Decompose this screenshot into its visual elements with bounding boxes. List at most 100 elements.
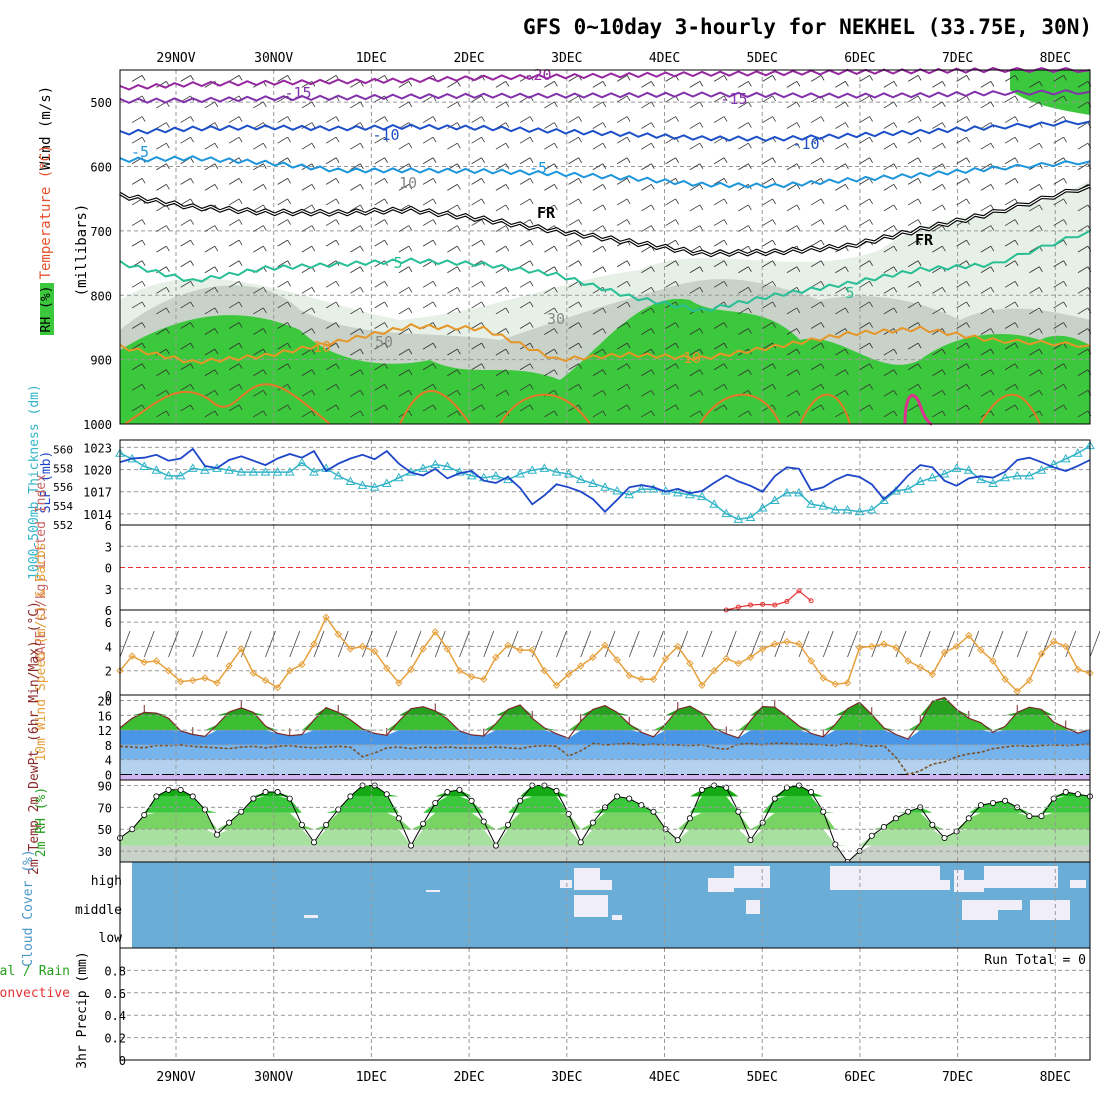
wind-barb (277, 136, 288, 144)
wind10-barb (604, 630, 616, 658)
wind-barb (641, 307, 652, 315)
wind-barb-flag (432, 157, 437, 163)
rh-marker (468, 797, 475, 804)
wind-barb (422, 363, 434, 371)
wind-barb-flag (214, 142, 219, 149)
wind-barb-flag (893, 142, 898, 149)
rh-marker (347, 793, 354, 800)
wind-barb (810, 383, 822, 391)
wind-barb-flag (141, 384, 146, 390)
wind-barb-flag (578, 157, 582, 163)
wind-barb (810, 116, 822, 123)
wind-barb (1004, 219, 1016, 226)
wind-barb-flag (408, 390, 413, 396)
temp-tick-label: 20 (98, 695, 112, 709)
wind10-barb (119, 630, 131, 658)
temperature-contour (119, 66, 1091, 91)
wind-barb (1077, 328, 1089, 335)
wind-barb-flag (820, 75, 825, 81)
contour-label: FR (537, 204, 556, 222)
hot-contour (903, 393, 933, 426)
rh-marker (723, 784, 730, 791)
wind-barb-flag (214, 328, 219, 334)
wind-barb (253, 307, 264, 315)
temperature-contour (119, 323, 1091, 365)
wind-barb-flag (796, 390, 801, 396)
wind-barb-flag (166, 369, 170, 375)
rh-marker (517, 797, 524, 804)
wind-barb-flag (578, 260, 582, 266)
wind-barb-flag (845, 204, 849, 211)
wind-barb-flag (917, 157, 922, 163)
wind-barb (180, 363, 191, 371)
precip-axis-label: 3hr Precip (mm) (75, 951, 90, 1068)
wind-barb (738, 81, 749, 88)
wind-barb-flag (942, 307, 946, 314)
wind-barb-flag (966, 322, 970, 328)
wind-barb-flag (699, 328, 704, 334)
wind-barb-flag (675, 322, 679, 328)
wind-barb-flag (481, 404, 485, 411)
wind-barb-flag (845, 184, 849, 190)
thickness-marker (1073, 448, 1083, 457)
wind-barb (641, 266, 652, 274)
wind-barb-flag (505, 184, 510, 190)
wind-barb (471, 301, 482, 309)
wind10-marker (952, 642, 961, 651)
wind-barb (665, 322, 676, 329)
wind10-marker (164, 667, 173, 675)
wind-barb (398, 348, 410, 356)
upper-pressure-axis-label: (millibars) (74, 204, 90, 297)
wind-barb (641, 81, 652, 88)
wind-barb (422, 342, 434, 350)
wind-barb-flag (675, 384, 679, 390)
wind-barb-flag (1063, 75, 1067, 81)
wind-barb (883, 184, 895, 191)
wind10-marker (746, 653, 755, 662)
wind-barb (592, 184, 604, 191)
wind-barb-flag (408, 81, 413, 87)
wind-barb-flag (457, 163, 461, 169)
wind-barb-flag (1063, 136, 1067, 143)
wind-barb-flag (651, 163, 655, 169)
wind-barb (592, 163, 604, 171)
thickness-marker (769, 495, 780, 504)
wind-barb-flag (190, 239, 194, 246)
wind-barb-flag (190, 75, 194, 81)
wind-barb-flag (214, 184, 219, 190)
precip-tick-label: 0 (119, 1054, 126, 1068)
wind-barb (786, 307, 798, 315)
wind-barb (253, 410, 264, 418)
wind10-marker (176, 677, 185, 686)
thickness-marker (163, 470, 174, 480)
wind-barb (713, 239, 725, 247)
wind-barb (689, 410, 701, 418)
wind10-barb (143, 630, 155, 658)
wind-barb-flag (190, 219, 194, 225)
wind-barb (665, 116, 676, 123)
rh-marker (820, 808, 827, 815)
wind-barb (738, 163, 749, 171)
wind-barb-flag (917, 75, 922, 81)
wind-barb-flag (238, 301, 243, 308)
wind-barb (568, 198, 579, 206)
wind10-marker (819, 674, 827, 682)
thickness-marker (903, 484, 913, 493)
wind-barb-flag (263, 328, 267, 334)
wind-barb (980, 142, 992, 150)
wind-barb (1053, 157, 1064, 165)
wind-barb (1029, 204, 1040, 212)
wind-barb-flag (917, 95, 922, 102)
wind-barb (277, 239, 288, 247)
wind-barb-flag (141, 322, 146, 328)
thickness-marker (939, 468, 950, 478)
wind-barb-flag (772, 116, 776, 122)
rh-marker (893, 815, 900, 822)
rh-marker (213, 831, 220, 838)
wind-barb (835, 184, 846, 191)
wind-barb-flag (505, 122, 510, 128)
wind-barb-flag (505, 307, 510, 314)
wind-barb-flag (942, 101, 946, 108)
wind10-marker (552, 681, 561, 689)
slp-tick-label: 1023 (83, 441, 112, 455)
